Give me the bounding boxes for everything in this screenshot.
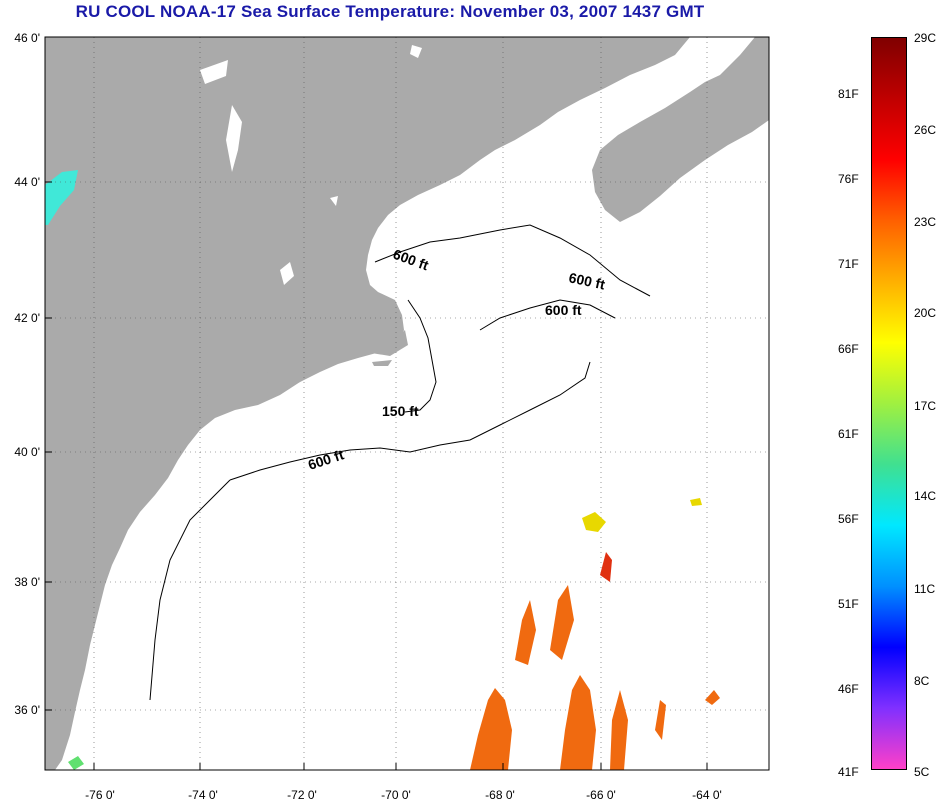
- temperature-colorbar: [871, 37, 907, 770]
- sst-warm-patch: [550, 585, 574, 660]
- colorbar-f-label: 76F: [838, 172, 859, 186]
- contour-600ft: [229, 361, 591, 481]
- lat-label: 38 0': [14, 575, 40, 589]
- sst-warm-patch: [470, 688, 512, 770]
- contour-label: 600 ft: [545, 302, 582, 318]
- colorbar-f-label: 41F: [838, 765, 859, 779]
- axis-ticks: [45, 36, 708, 770]
- colorbar-f-label: 66F: [838, 342, 859, 356]
- sst-patches: [68, 498, 720, 770]
- lon-label: -68 0': [485, 788, 515, 802]
- colorbar-c-label: 8C: [914, 674, 930, 688]
- lat-label: 42 0': [14, 311, 40, 325]
- lake: [410, 45, 422, 58]
- land-nantucket: [372, 360, 392, 366]
- lat-label: 46 0': [14, 31, 40, 45]
- colorbar-c-label: 20C: [914, 306, 937, 320]
- colorbar-f-label: 71F: [838, 257, 859, 271]
- contour-label: 150 ft: [382, 403, 419, 419]
- lake: [330, 196, 338, 206]
- sst-yellow-patch: [582, 512, 606, 532]
- colorbar-c-label: 23C: [914, 215, 937, 229]
- colorbar-f-label: 81F: [838, 87, 859, 101]
- colorbar-f-label: 46F: [838, 682, 859, 696]
- lat-label: 40 0': [14, 445, 40, 459]
- sst-warm-patch: [610, 690, 628, 770]
- sst-warm-patch: [655, 700, 666, 740]
- colorbar-f-label: 61F: [838, 427, 859, 441]
- contour-label: 600 ft: [567, 269, 606, 292]
- colorbar-c-label: 11C: [914, 582, 936, 596]
- lake: [280, 262, 294, 285]
- lon-label: -64 0': [692, 788, 722, 802]
- bathymetry-contours: [149, 224, 651, 701]
- colorbar-f-label: 51F: [838, 597, 859, 611]
- lake: [200, 60, 228, 84]
- contour-600ft-north: [374, 224, 651, 297]
- colorbar-c-label: 26C: [914, 123, 937, 137]
- lat-label: 36 0': [14, 703, 40, 717]
- sst-warm-patch: [560, 675, 596, 770]
- land-long-island: [190, 365, 330, 408]
- grid-lines: [45, 37, 769, 770]
- land-cape-cod: [365, 330, 408, 356]
- lon-label: -74 0': [188, 788, 218, 802]
- lon-label: -76 0': [85, 788, 115, 802]
- land-nova-scotia: [592, 37, 769, 222]
- lat-label: 44 0': [14, 175, 40, 189]
- sst-lake-ontario: [45, 170, 78, 225]
- land-us-coast: [45, 37, 690, 770]
- contour-600ft-gom: [479, 299, 616, 331]
- colorbar-c-label: 29C: [914, 31, 937, 45]
- lon-label: -72 0': [287, 788, 317, 802]
- map-title: RU COOL NOAA-17 Sea Surface Temperature:…: [75, 2, 705, 21]
- colorbar-c-label: 14C: [914, 489, 937, 503]
- sst-green-patch: [68, 756, 84, 770]
- colorbar-c-label: 5C: [914, 765, 930, 779]
- sst-yellow-patch: [690, 498, 702, 506]
- sst-warm-patch: [705, 690, 720, 705]
- contour-150ft: [404, 299, 437, 413]
- lon-label: -70 0': [381, 788, 411, 802]
- sst-red-patch: [600, 552, 612, 582]
- lon-label: -66 0': [586, 788, 616, 802]
- sst-warm-patch: [515, 600, 536, 665]
- map-frame: [44, 36, 770, 771]
- colorbar-c-label: 17C: [914, 399, 937, 413]
- colorbar-f-label: 56F: [838, 512, 859, 526]
- lake: [226, 105, 242, 172]
- contour-shelf: [149, 479, 231, 701]
